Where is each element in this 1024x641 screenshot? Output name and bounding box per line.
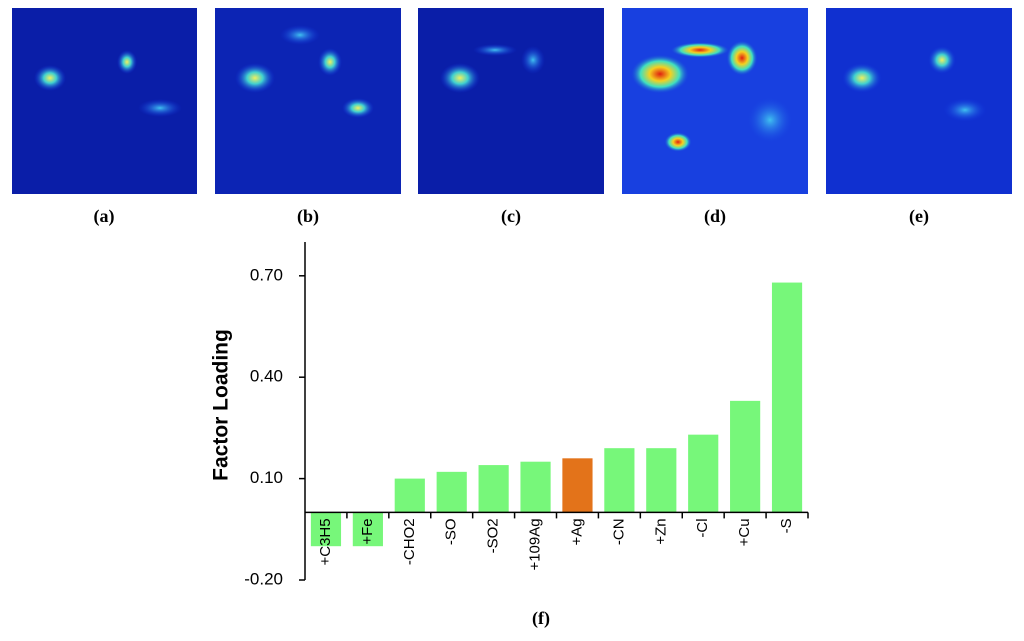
hotspot bbox=[473, 44, 517, 56]
heatmap bbox=[418, 8, 604, 194]
panel-label: (e) bbox=[909, 206, 929, 227]
hotspot bbox=[342, 98, 374, 118]
hotspot bbox=[440, 63, 480, 93]
x-tick-label: +Ag bbox=[568, 518, 585, 545]
panel-label: (b) bbox=[297, 206, 319, 227]
y-tick-label: 0.10 bbox=[250, 468, 283, 487]
x-tick-label: +109Ag bbox=[527, 518, 544, 570]
hotspot bbox=[745, 95, 795, 145]
hotspot bbox=[138, 99, 182, 117]
hotspot bbox=[670, 42, 730, 58]
bar bbox=[604, 448, 635, 513]
x-tick-label: -S bbox=[778, 518, 795, 533]
bar bbox=[771, 282, 803, 513]
hotspot bbox=[842, 63, 882, 93]
hotspot bbox=[630, 54, 690, 94]
x-tick-label: +Cu bbox=[736, 518, 753, 546]
y-axis-label: Factor Loading bbox=[210, 329, 233, 481]
panel-label: (f) bbox=[532, 608, 550, 629]
bar bbox=[310, 512, 342, 547]
bar bbox=[352, 512, 383, 547]
heatmap bbox=[826, 8, 1012, 194]
bar bbox=[730, 400, 761, 513]
bar bbox=[688, 434, 719, 513]
x-tick-label: -CHO2 bbox=[401, 518, 418, 565]
x-tick-label: -SO bbox=[443, 518, 460, 545]
hotspot bbox=[726, 40, 758, 76]
hotspot bbox=[928, 46, 956, 74]
bar bbox=[520, 461, 551, 513]
panel-label: (a) bbox=[94, 206, 115, 227]
hotspot bbox=[664, 132, 692, 152]
panel-label: (d) bbox=[704, 206, 726, 227]
x-tick-label: +Fe bbox=[359, 518, 376, 544]
hotspot bbox=[521, 46, 545, 74]
hotspot bbox=[318, 48, 342, 76]
x-tick-label: +C3H5 bbox=[317, 518, 334, 565]
x-tick-label: -SO2 bbox=[485, 518, 502, 553]
hotspot bbox=[34, 65, 66, 91]
x-tick-label: +Zn bbox=[652, 518, 669, 544]
hotspot bbox=[943, 98, 987, 122]
bar bbox=[478, 465, 509, 513]
bar bbox=[646, 448, 677, 513]
y-tick-label: 0.70 bbox=[250, 265, 283, 284]
y-tick-label: -0.20 bbox=[244, 569, 283, 588]
bar bbox=[394, 478, 425, 513]
x-tick-label: -CN bbox=[610, 518, 627, 545]
hotspot bbox=[280, 25, 320, 45]
y-tick-label: 0.40 bbox=[250, 367, 283, 386]
heatmaps bbox=[12, 8, 1012, 194]
bar bbox=[562, 458, 593, 513]
x-tick-label: -Cl bbox=[694, 518, 711, 537]
hotspot bbox=[235, 63, 275, 93]
hotspot bbox=[117, 50, 137, 74]
panel-label: (c) bbox=[501, 206, 521, 227]
bar bbox=[436, 471, 467, 513]
